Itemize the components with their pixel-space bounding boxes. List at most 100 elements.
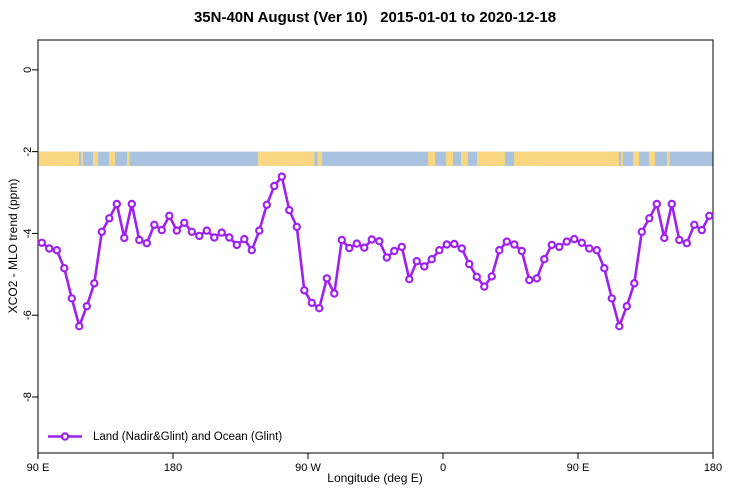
data-point-marker: [202, 226, 211, 235]
data-point-marker: [112, 199, 122, 209]
y-tick-label: -6: [22, 310, 34, 320]
data-point-marker: [457, 244, 466, 253]
data-point-marker: [210, 233, 219, 242]
data-point-marker: [532, 274, 542, 283]
data-point-marker: [540, 255, 549, 264]
surface-band-land-segment: [428, 151, 436, 166]
data-point-marker: [480, 282, 489, 291]
data-point-marker: [667, 199, 677, 209]
data-point-marker: [172, 226, 181, 235]
surface-band-land-segment: [461, 151, 469, 166]
data-point-marker: [675, 235, 684, 245]
surface-band-land-segment: [81, 151, 83, 166]
data-point-marker: [510, 240, 519, 249]
y-tick-label: -8: [22, 392, 34, 402]
surface-band-land-segment: [648, 151, 655, 166]
data-point-marker: [420, 262, 429, 271]
data-point-marker: [382, 253, 391, 262]
data-point-marker: [487, 272, 496, 281]
data-point-marker: [277, 172, 286, 181]
surface-band-land-segment: [666, 151, 670, 166]
surface-band-land-segment: [513, 151, 619, 166]
data-point-marker: [405, 275, 414, 284]
data-point-marker: [217, 228, 226, 237]
data-point-marker: [397, 242, 406, 252]
surface-band-land-segment: [633, 151, 640, 166]
data-point-marker: [180, 218, 189, 227]
data-point-marker: [592, 245, 602, 255]
data-point-marker: [330, 289, 339, 298]
data-point-marker: [270, 181, 279, 191]
data-point-marker: [322, 274, 331, 283]
x-tick-label: 90 E: [567, 462, 590, 474]
data-point-marker: [577, 238, 587, 247]
data-point-marker: [195, 231, 204, 241]
data-point-marker: [37, 238, 47, 247]
legend: Land (Nadir&Glint) and Ocean (Glint): [46, 429, 282, 444]
surface-band-land-segment: [621, 151, 623, 166]
data-point-marker: [225, 233, 234, 242]
surface-band-land-segment: [93, 151, 98, 166]
data-point-marker: [442, 240, 451, 249]
data-point-marker: [690, 220, 699, 229]
data-point-marker: [682, 238, 692, 248]
data-point-marker: [435, 245, 444, 255]
data-point-marker: [307, 298, 316, 308]
data-point-marker: [292, 222, 301, 232]
surface-band-land-segment: [477, 151, 505, 166]
legend-marker-icon: [48, 432, 82, 441]
data-point-marker: [127, 199, 136, 209]
x-axis-title: Longitude (deg E): [327, 471, 423, 485]
surface-band-land-segment: [126, 151, 130, 166]
data-point-marker: [465, 259, 474, 269]
data-point-marker: [345, 243, 354, 253]
data-point-marker: [120, 233, 129, 243]
data-point-marker: [427, 255, 436, 264]
data-point-marker: [300, 286, 309, 295]
data-point-marker: [637, 227, 647, 236]
data-point-marker: [187, 227, 196, 236]
data-point-marker: [45, 244, 54, 253]
data-point-marker: [630, 279, 639, 288]
y-tick-label: -4: [22, 229, 34, 239]
data-point-marker: [82, 302, 92, 311]
data-point-marker: [255, 226, 264, 235]
data-point-marker: [90, 279, 99, 288]
data-point-marker: [390, 246, 399, 256]
y-tick-label: -2: [22, 147, 34, 157]
data-point-marker: [240, 234, 249, 244]
data-point-marker: [375, 236, 384, 246]
data-point-marker: [262, 200, 271, 209]
x-tick-label: 90 E: [27, 462, 50, 474]
data-point-marker: [367, 235, 376, 244]
data-point-marker: [652, 199, 662, 209]
data-point-marker: [450, 239, 459, 249]
x-tick-label: 180: [704, 462, 722, 474]
x-tick-label: 180: [164, 462, 182, 474]
data-point-marker: [562, 237, 572, 246]
x-tick-label: 90 W: [295, 462, 321, 474]
data-point-marker: [315, 304, 324, 313]
data-point-marker: [157, 225, 166, 235]
data-line: [40, 175, 711, 328]
data-point-marker: [337, 235, 346, 245]
surface-band-land-segment: [108, 151, 115, 166]
data-point-marker: [67, 294, 77, 303]
data-point-marker: [472, 272, 481, 281]
data-point-marker: [697, 225, 707, 235]
data-point-marker: [75, 322, 84, 331]
data-point-marker: [232, 240, 241, 250]
data-point-marker: [247, 245, 256, 255]
data-point-marker: [502, 237, 511, 246]
data-point-marker: [142, 238, 151, 248]
data-point-marker: [525, 275, 534, 285]
data-point-marker: [412, 257, 421, 266]
data-point-marker: [352, 239, 361, 248]
chart-title: 35N-40N August (Ver 10) 2015-01-01 to 20…: [193, 9, 557, 26]
data-point-marker: [52, 245, 62, 255]
data-point-marker: [600, 264, 609, 273]
data-point-marker: [660, 233, 669, 243]
data-point-marker: [615, 322, 624, 331]
plot-border: [37, 39, 714, 454]
